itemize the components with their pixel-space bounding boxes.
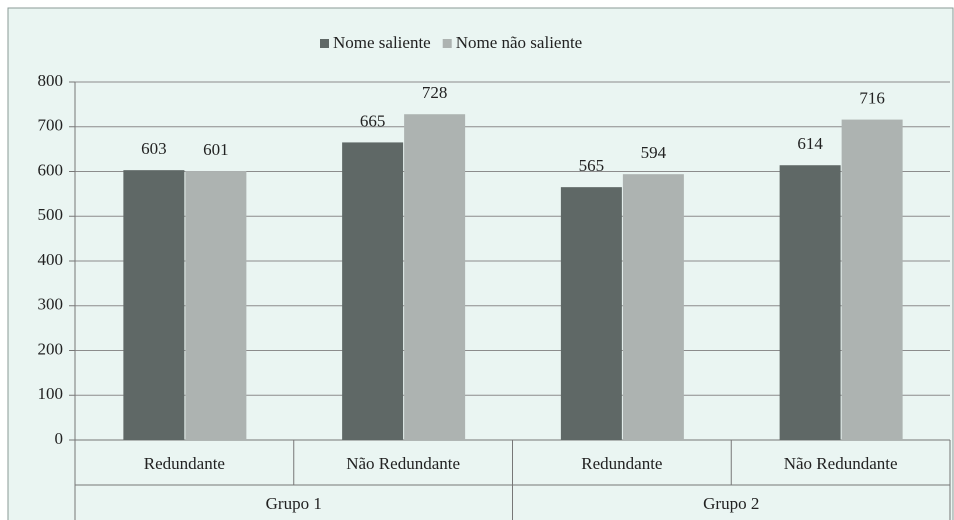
- y-tick-label: 300: [38, 295, 64, 314]
- legend-label: Nome saliente: [333, 33, 431, 52]
- y-tick-label: 500: [38, 205, 64, 224]
- bar: [404, 114, 466, 440]
- value-label: 716: [859, 88, 885, 107]
- value-label: 601: [203, 140, 229, 159]
- bar: [622, 174, 684, 440]
- value-label: 594: [641, 143, 667, 162]
- bar: [560, 187, 622, 440]
- y-tick-label: 0: [55, 429, 64, 448]
- bar: [185, 171, 247, 441]
- group-label: Grupo 1: [266, 494, 322, 513]
- legend-swatch: [320, 39, 329, 48]
- y-tick-label: 600: [38, 160, 64, 179]
- value-label: 728: [422, 83, 448, 102]
- value-label: 665: [360, 111, 386, 130]
- legend-label: Nome não saliente: [456, 33, 583, 52]
- y-tick-label: 100: [38, 384, 64, 403]
- x-tick-label: Não Redundante: [346, 454, 460, 473]
- group-label: Grupo 2: [703, 494, 759, 513]
- value-label: 565: [579, 156, 605, 175]
- legend-swatch: [442, 39, 452, 48]
- bar: [841, 119, 903, 440]
- y-tick-label: 800: [38, 71, 64, 90]
- y-tick-label: 700: [38, 116, 64, 135]
- x-tick-label: Redundante: [581, 454, 662, 473]
- bar: [342, 142, 404, 440]
- value-label: 614: [797, 134, 823, 153]
- y-tick-label: 400: [38, 250, 64, 269]
- bar: [123, 170, 185, 440]
- value-label: 603: [141, 139, 167, 158]
- y-tick-label: 200: [38, 339, 64, 358]
- x-tick-label: Redundante: [144, 454, 225, 473]
- bar: [779, 165, 841, 441]
- x-tick-label: Não Redundante: [784, 454, 898, 473]
